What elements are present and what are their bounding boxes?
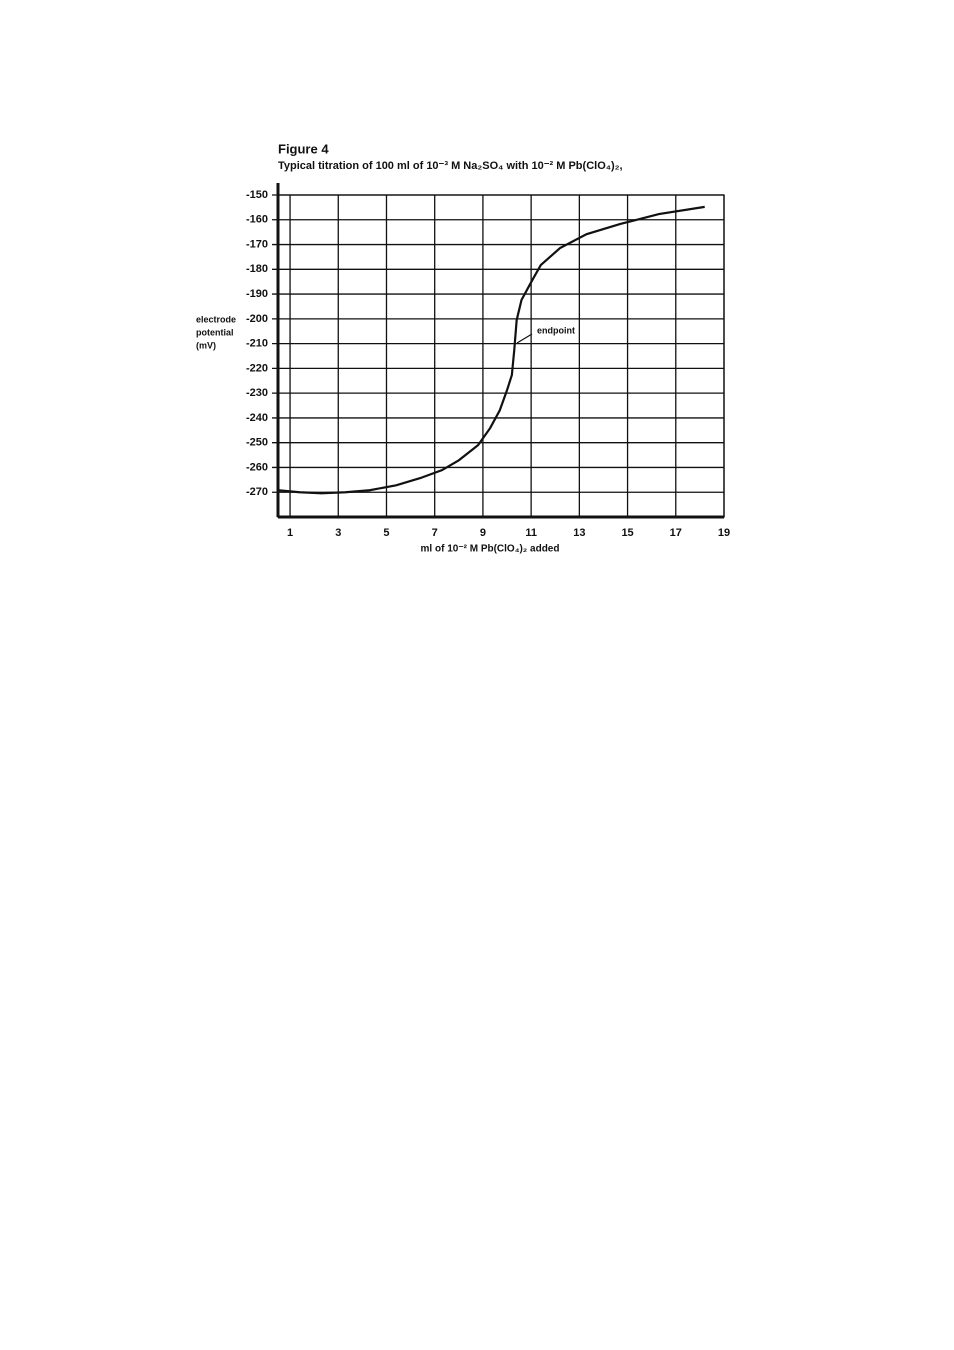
y-tick-label: -270	[246, 486, 268, 498]
x-tick-label: 7	[432, 527, 438, 539]
y-axis-label: potential	[196, 327, 234, 337]
line	[277, 205, 705, 495]
x-tick-label: 1	[287, 527, 293, 539]
x-tick-label: 17	[670, 527, 682, 539]
x-tick-label: 19	[718, 527, 730, 539]
x-axis-label: ml of 10⁻² M Pb(ClO₄)₂ added	[421, 544, 560, 555]
y-tick-label: -220	[246, 362, 268, 374]
y-axis-label: electrode	[196, 314, 236, 324]
x-tick-label: 3	[335, 527, 341, 539]
x-tick-label: 9	[480, 527, 486, 539]
plot-frame	[277, 194, 725, 518]
y-tick-label: -170	[246, 238, 268, 250]
y-tick-label: -200	[246, 313, 268, 325]
y-tick-label: -230	[246, 387, 268, 399]
y-tick-label: -190	[246, 288, 268, 300]
chart-title: Figure 4	[278, 141, 329, 156]
annotation: endpoint	[537, 325, 575, 335]
y-tick-label: -180	[246, 263, 268, 275]
x-tick-label: 13	[573, 527, 585, 539]
y-tick-label: -150	[246, 189, 268, 201]
chart-subtitle: Typical titration of 100 ml of 10⁻³ M Na…	[278, 160, 623, 172]
y-tick-label: -240	[246, 412, 268, 424]
x-tick-label: 11	[525, 527, 537, 539]
y-tick-label: -160	[246, 214, 268, 226]
y-tick-label: -210	[246, 338, 268, 350]
x-tick-label: 5	[383, 527, 389, 539]
y-tick-label: -260	[246, 461, 268, 473]
x-tick-label: 15	[621, 527, 633, 539]
y-axis-label: (mV)	[196, 340, 216, 350]
y-tick-label: -250	[246, 437, 268, 449]
annotation-arrow	[516, 333, 533, 344]
